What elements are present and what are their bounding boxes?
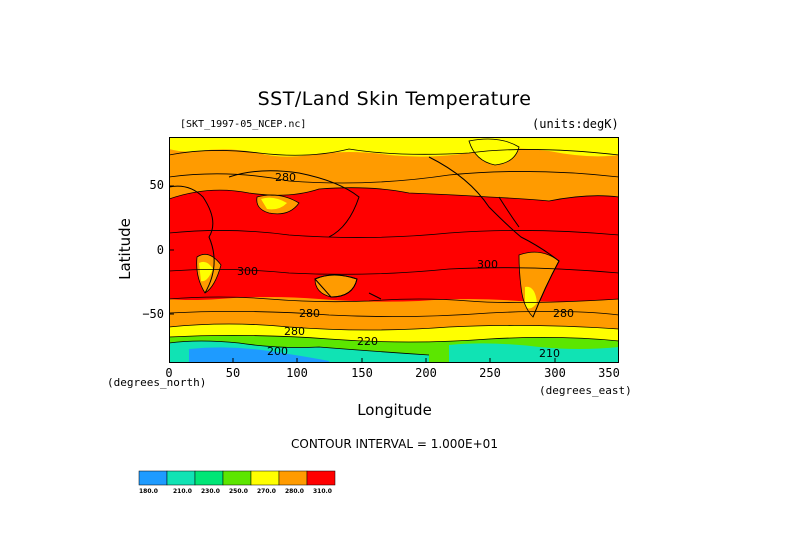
- x-tick-label: 300: [544, 366, 566, 380]
- chart-title: SST/Land Skin Temperature: [257, 88, 532, 110]
- contour-label: 280: [275, 171, 296, 184]
- x-units-label: (degrees_east): [539, 384, 632, 397]
- contour-interval: CONTOUR INTERVAL = 1.000E+01: [291, 437, 498, 451]
- units-label: (units:degK): [532, 117, 619, 131]
- band-tropical: [169, 187, 619, 302]
- x-tick-label: 50: [225, 366, 241, 380]
- x-tick-label: 350: [598, 366, 620, 380]
- y-units-label: (degrees_north): [107, 376, 207, 389]
- land-africa-south: [199, 261, 213, 282]
- contour-labels: 280 300 300 280 280 280 220 200 210: [237, 171, 574, 360]
- colorbar-swatch: [222, 470, 252, 486]
- contour-label: 280: [284, 325, 305, 338]
- colorbar-swatch: [250, 470, 280, 486]
- y-tick-label: −50: [142, 307, 164, 321]
- colorbar-swatch: [278, 470, 308, 486]
- y-tick-label: 50: [149, 178, 164, 192]
- colorbar-swatch: [166, 470, 196, 486]
- y-axis-label: Latitude: [116, 218, 134, 280]
- x-tick-label: 0: [165, 366, 173, 380]
- x-tick-label: 250: [479, 366, 501, 380]
- x-tick-label: 100: [286, 366, 308, 380]
- x-axis-label: Longitude: [357, 401, 432, 419]
- colorbar-tick-label: 230.0: [201, 488, 220, 495]
- contour-label: 300: [237, 265, 258, 278]
- coastlines: [169, 156, 560, 318]
- contour-lines: [169, 138, 619, 356]
- colorbar-tick-label: 250.0: [229, 488, 248, 495]
- band-antarctic-coldest: [189, 347, 329, 363]
- y-tick-label: 0: [156, 243, 164, 257]
- contour-label: 280: [553, 307, 574, 320]
- colorbar-tick-label: 270.0: [257, 488, 276, 495]
- contour-label: 200: [267, 345, 288, 358]
- land-andes: [525, 286, 537, 309]
- contour-label: 280: [299, 307, 320, 320]
- band-antarctic-east: [449, 343, 619, 363]
- colorbar-tick-label: 180.0: [139, 488, 158, 495]
- x-tick-label: 200: [415, 366, 437, 380]
- x-tick-label: 150: [351, 366, 373, 380]
- land-tibet: [261, 197, 287, 210]
- colorbar-swatch: [306, 470, 336, 486]
- colorbar-tick-label: 280.0: [285, 488, 304, 495]
- temperature-map: 280 300 300 280 280 280 220 200 210: [169, 137, 619, 363]
- colorbar-swatch: [194, 470, 224, 486]
- colorbar-tick-label: 210.0: [173, 488, 192, 495]
- tick-marks: [169, 185, 556, 363]
- contour-label: 300: [477, 258, 498, 271]
- colorbar-tick-label: 310.0: [313, 488, 332, 495]
- file-label: [SKT_1997-05_NCEP.nc]: [180, 119, 307, 130]
- contour-label: 220: [357, 335, 378, 348]
- colorbar: 180.0 210.0 230.0 250.0 270.0 280.0 310.0: [137, 470, 357, 502]
- colorbar-swatch: [138, 470, 168, 486]
- contour-label: 210: [539, 347, 560, 360]
- land-greenland: [469, 139, 519, 165]
